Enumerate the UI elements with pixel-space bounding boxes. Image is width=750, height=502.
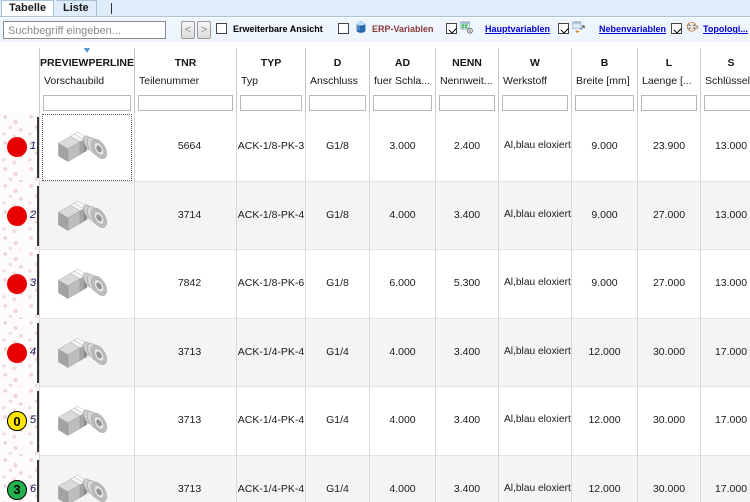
svg-text:i: i xyxy=(697,25,699,31)
